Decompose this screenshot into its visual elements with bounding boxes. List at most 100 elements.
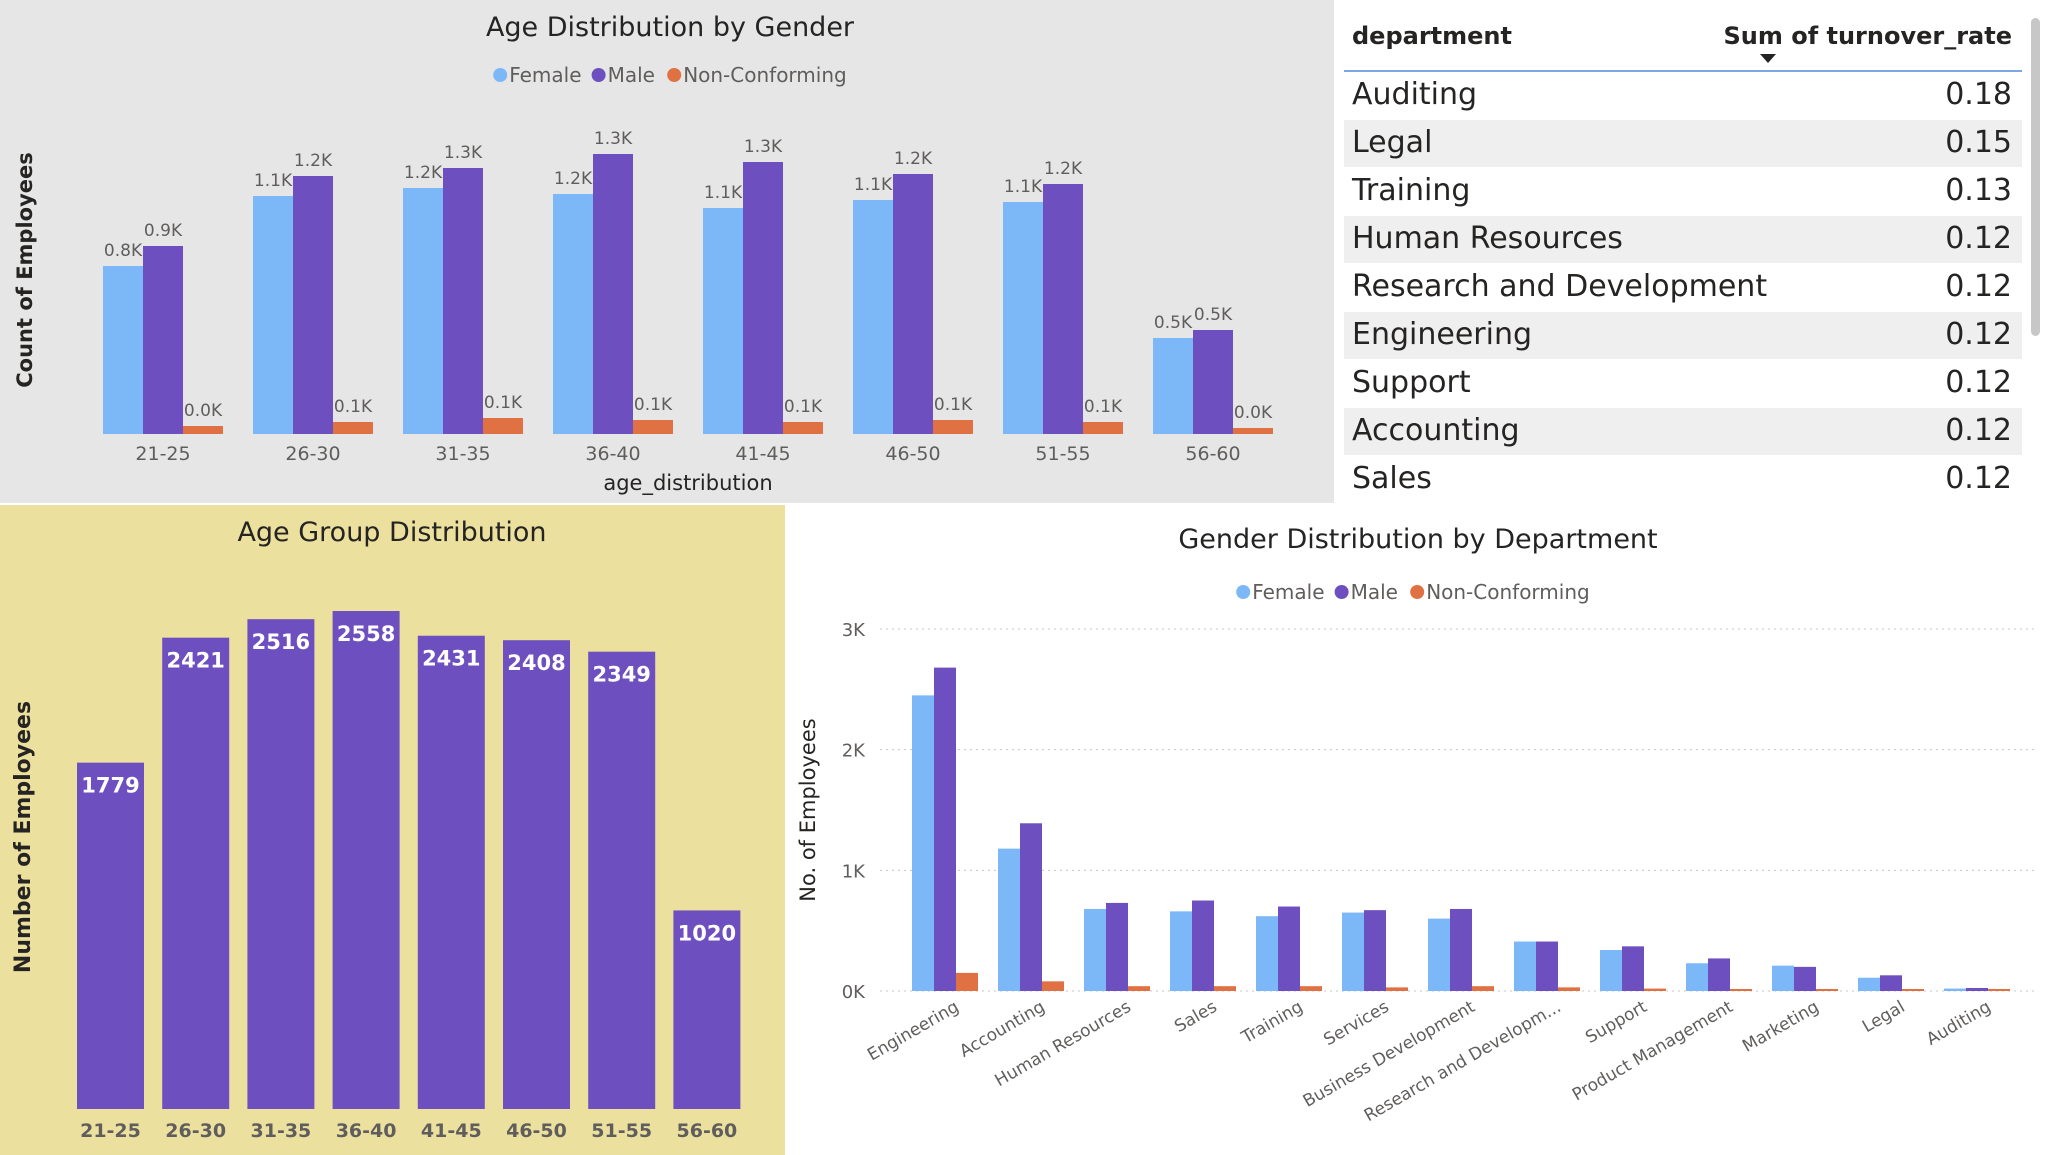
bar-female[interactable] [1428,918,1450,991]
bar-non-conforming[interactable] [633,420,673,434]
chart-legend[interactable]: Female Male Non-Conforming [1236,580,1590,604]
bar-male[interactable] [934,667,956,991]
bar-female[interactable] [1944,988,1966,991]
bar-age-group[interactable] [247,619,315,1109]
chart-legend[interactable]: Female Male Non-Conforming [493,63,847,87]
legend-swatch-non-conforming[interactable] [667,68,682,82]
bar-non-conforming[interactable] [1730,989,1752,991]
bar-age-group[interactable] [588,651,656,1109]
table-row[interactable]: Research and Development 0.12 [1344,264,2022,312]
bar-non-conforming[interactable] [956,972,978,991]
bar-male[interactable] [1278,906,1300,991]
bar-female[interactable] [1772,965,1794,991]
bar-female[interactable] [1084,908,1106,991]
legend-label[interactable]: Male [608,63,655,87]
bar-male[interactable] [1966,987,1988,991]
bar-male[interactable] [1193,330,1233,434]
bar-female[interactable] [1858,977,1880,991]
bar-non-conforming[interactable] [1214,986,1236,991]
turnover-table-panel[interactable]: department Sum of turnover_rate Auditing… [1336,0,2047,504]
bar-male[interactable] [593,154,633,434]
bar-non-conforming[interactable] [1558,987,1580,991]
bar-male[interactable] [1708,958,1730,991]
bar-non-conforming[interactable] [783,422,823,434]
bar-age-group[interactable] [77,762,144,1109]
bar-female[interactable] [1686,963,1708,991]
bar-male[interactable] [1043,184,1083,434]
bar-non-conforming[interactable] [1042,981,1064,991]
bar-age-group[interactable] [503,640,570,1109]
table-row[interactable]: Training 0.13 [1344,168,2022,216]
bar-male[interactable] [443,168,483,434]
table-row[interactable]: Support 0.12 [1344,360,2022,408]
table-row[interactable]: Legal 0.15 [1344,120,2022,168]
bar-age-group[interactable] [332,611,400,1109]
bar-non-conforming[interactable] [1816,989,1838,991]
bar-female[interactable] [1153,338,1193,434]
legend-swatch-male[interactable] [1334,585,1349,599]
bar-female[interactable] [998,848,1020,991]
legend-label[interactable]: Male [1351,580,1398,604]
bar-male[interactable] [1622,946,1644,991]
bar-female[interactable] [1600,949,1622,991]
bar-male[interactable] [1794,966,1816,991]
bar-non-conforming[interactable] [1472,986,1494,991]
legend-label[interactable]: Female [1252,580,1324,604]
legend-label[interactable]: Female [509,63,581,87]
legend-swatch-non-conforming[interactable] [1410,585,1425,599]
bar-male[interactable] [1536,941,1558,991]
table-row[interactable]: Accounting 0.12 [1344,408,2022,456]
bar-female[interactable] [1514,941,1536,991]
sort-descending-icon[interactable] [1760,54,1776,63]
bar-male[interactable] [1880,975,1902,991]
bar-male[interactable] [293,176,333,434]
bar-female[interactable] [912,695,934,991]
bar-female[interactable] [103,266,143,434]
bar-non-conforming[interactable] [483,418,523,434]
bar-male[interactable] [143,246,183,434]
bar-male[interactable] [1450,908,1472,991]
bar-female[interactable] [1003,202,1043,434]
bar-female[interactable] [553,194,593,434]
legend-swatch-female[interactable] [493,68,508,82]
table-row[interactable]: Auditing 0.18 [1344,72,2022,120]
table-row[interactable]: Engineering 0.12 [1344,312,2022,360]
bar-male[interactable] [1364,910,1386,991]
bar-male[interactable] [1192,900,1214,992]
column-header-department[interactable]: department [1352,22,1512,50]
legend-swatch-female[interactable] [1236,585,1251,599]
table-scrollbar[interactable] [2031,18,2040,336]
bar-non-conforming[interactable] [333,422,373,434]
age-gender-chart-panel[interactable]: Age Distribution by Gender Female Male Non-… [0,0,1334,503]
bar-female[interactable] [1342,912,1364,991]
bar-non-conforming[interactable] [1902,989,1924,991]
bar-non-conforming[interactable] [1644,988,1666,991]
legend-swatch-male[interactable] [591,68,606,82]
table-row[interactable]: Sales 0.12 [1344,456,2022,504]
bar-non-conforming[interactable] [1386,987,1408,991]
legend-label[interactable]: Non-Conforming [683,63,847,87]
column-header-turnover-rate[interactable]: Sum of turnover_rate [1723,22,2012,50]
bar-female[interactable] [403,188,443,434]
bar-non-conforming[interactable] [183,426,223,434]
bar-age-group[interactable] [673,910,741,1109]
bar-non-conforming[interactable] [1988,989,2010,991]
bar-female[interactable] [853,200,893,434]
bar-non-conforming[interactable] [933,420,973,434]
table-row[interactable]: Human Resources 0.12 [1344,216,2022,264]
bar-male[interactable] [1106,902,1128,991]
legend-label[interactable]: Non-Conforming [1426,580,1590,604]
bar-female[interactable] [1256,916,1278,991]
bar-non-conforming[interactable] [1128,986,1150,991]
bar-age-group[interactable] [417,635,485,1109]
bar-non-conforming[interactable] [1233,428,1273,434]
age-group-chart-panel[interactable]: Age Group Distribution Number of Employee… [0,505,785,1155]
bar-non-conforming[interactable] [1083,422,1123,434]
bar-male[interactable] [1020,823,1042,991]
bar-age-group[interactable] [162,637,230,1109]
bar-female[interactable] [253,196,293,434]
bar-male[interactable] [743,162,783,434]
dept-gender-chart-panel[interactable]: Gender Distribution by Department Female M… [785,505,2047,1155]
bar-non-conforming[interactable] [1300,986,1322,991]
bar-male[interactable] [893,174,933,434]
